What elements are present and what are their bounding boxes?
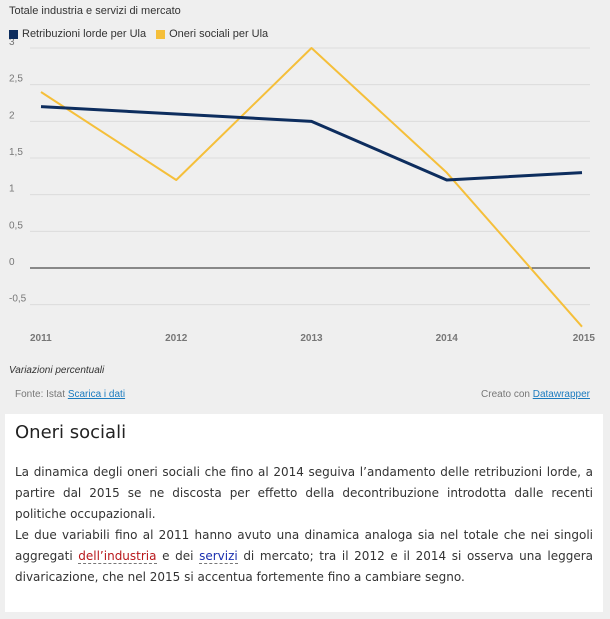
paragraph-2-text-a: Le due variabili fino al 2011 hanno avut… (15, 528, 593, 563)
article-heading: Oneri sociali (15, 422, 127, 443)
y-tick-label: 0,5 (9, 220, 23, 231)
paragraph-2-text-b: e dei (156, 549, 200, 563)
download-data-link[interactable]: Scarica i dati (67, 389, 126, 400)
credit-label: Creato con (481, 389, 530, 400)
x-tick-label: 2011 (30, 333, 52, 344)
x-tick-label: 2012 (165, 333, 188, 344)
x-tick-label: 2013 (300, 333, 323, 344)
y-tick-label: 2 (9, 110, 15, 121)
y-tick-label: 1 (9, 184, 15, 195)
legend-label-retribuzioni: Retribuzioni lorde per Ula (22, 28, 147, 40)
y-tick-label: -0,5 (9, 294, 27, 305)
chart-note: Variazioni percentuali (9, 365, 105, 376)
x-tick-label: 2015 (573, 333, 596, 344)
x-tick-label: 2014 (436, 333, 459, 344)
legend-label-oneri: Oneri sociali per Ula (169, 28, 269, 40)
article-section: Oneri sociali La dinamica degli oneri so… (5, 414, 603, 612)
chart-legend: Retribuzioni lorde per Ula Oneri sociali… (9, 28, 268, 40)
legend-swatch-retribuzioni (9, 29, 18, 39)
servizi-keyword-link[interactable]: servizi (199, 549, 238, 564)
y-tick-label: 1,5 (9, 147, 23, 158)
chart-title: Totale industria e servizi di mercato (9, 5, 181, 17)
article-paragraph-1: La dinamica degli oneri sociali che fino… (15, 465, 593, 521)
article-body: La dinamica degli oneri sociali che fino… (15, 462, 593, 588)
datawrapper-link[interactable]: Datawrapper (532, 389, 590, 400)
series-line-retribuzioni (40, 105, 583, 182)
y-tick-label: 2,5 (9, 74, 23, 85)
article-paragraph-2: Le due variabili fino al 2011 hanno avut… (15, 525, 593, 588)
legend-swatch-oneri (156, 29, 166, 39)
y-tick-label: 3 (9, 37, 15, 48)
chart-source: Fonte: Istat Scarica i dati (15, 389, 125, 400)
y-tick-label: 0 (9, 257, 15, 268)
series-line-oneri (40, 47, 583, 328)
line-chart: 3 2,5 2 1,5 1 0,5 0 -0,5 2011 2012 2013 2014 2015 (9, 37, 596, 344)
legend-item-retribuzioni: Retribuzioni lorde per Ula (9, 28, 146, 40)
source-label: Fonte: Istat (15, 389, 66, 400)
industria-keyword-link[interactable]: dell’industria (78, 549, 157, 564)
legend-item-oneri: Oneri sociali per Ula (156, 28, 268, 40)
chart-container: 3 2,5 2 1,5 1 0,5 0 -0,5 2011 2012 2013 2014 2015 To… (9, 5, 596, 400)
paragraph-2-text-c: di mercato; tra il 2012 e il 2014 si oss… (15, 549, 593, 584)
chart-credit: Creato con Datawrapper (481, 389, 590, 400)
